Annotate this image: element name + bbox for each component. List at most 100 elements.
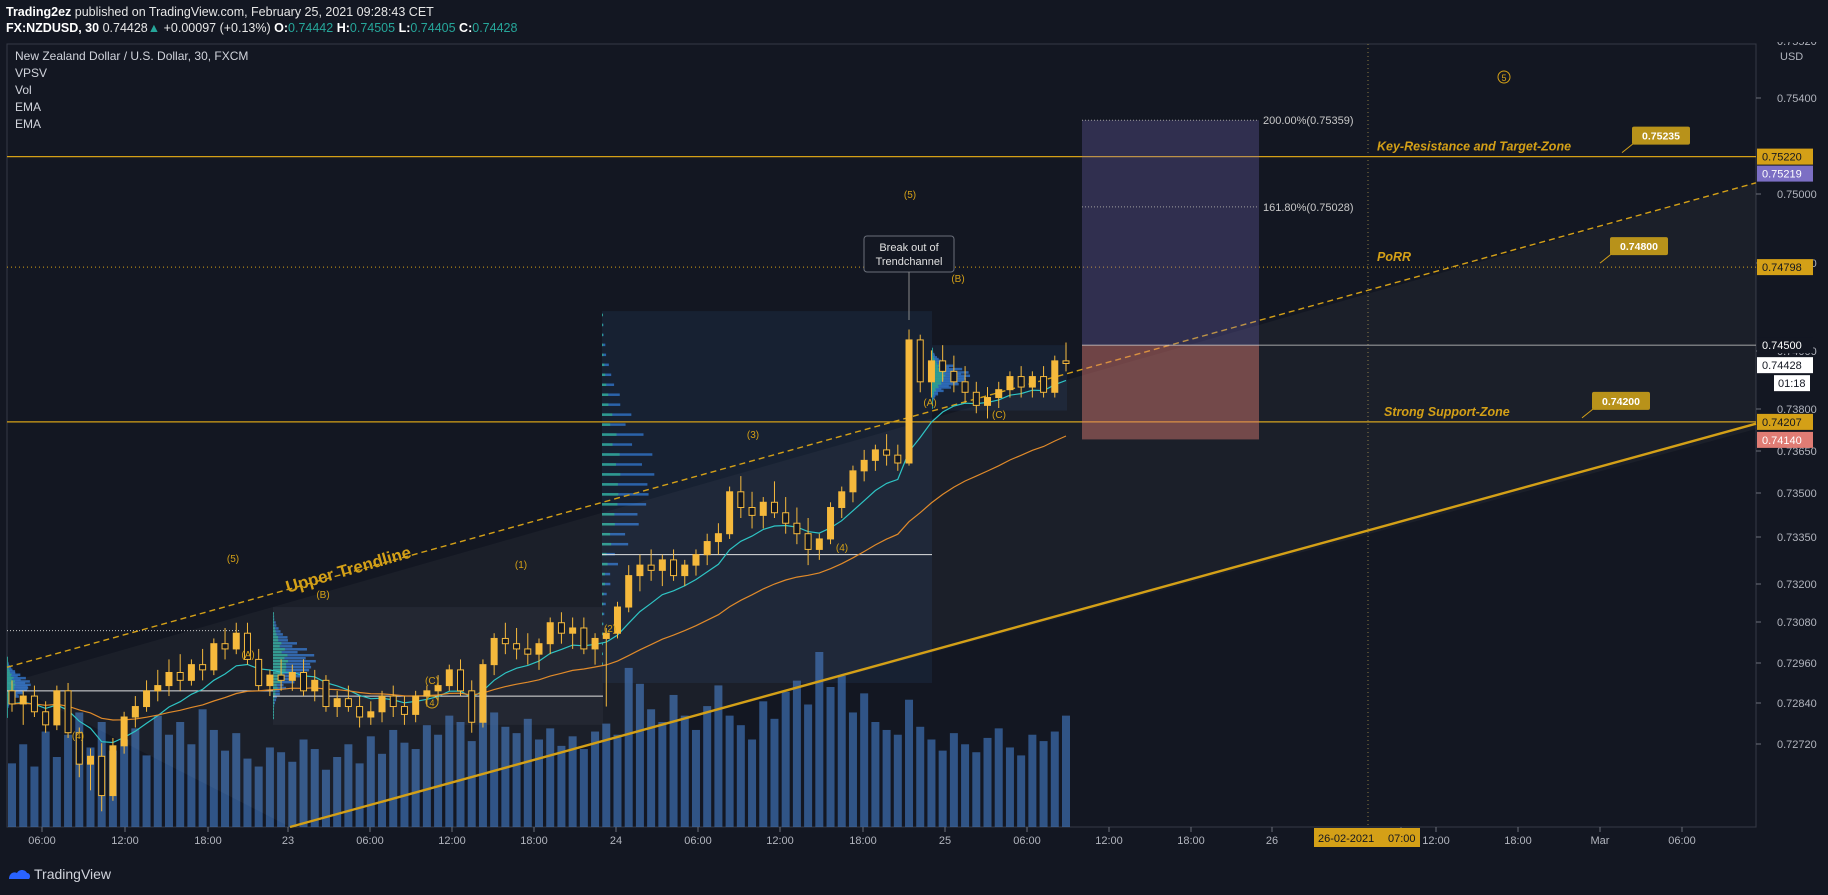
volume-profile-bar xyxy=(7,671,16,675)
volume-profile-bar xyxy=(7,661,8,665)
callout-box xyxy=(1632,126,1690,145)
tradingview-logo-icon[interactable] xyxy=(7,867,31,881)
volume-bar xyxy=(366,736,375,827)
volume-bar xyxy=(131,728,140,827)
volume-profile-bar xyxy=(932,394,934,398)
volume-profile-bar xyxy=(602,403,621,406)
volume-profile-bar xyxy=(602,572,611,576)
volume-profile-bar xyxy=(602,592,604,596)
volume-profile-bar xyxy=(602,313,603,317)
volume-profile-bar xyxy=(932,406,933,409)
tradingview-brand[interactable]: TradingView xyxy=(34,866,112,882)
volume-bar xyxy=(333,757,342,827)
volume-profile-bar xyxy=(602,353,604,357)
x-tick-label: 26 xyxy=(1266,835,1278,847)
price-chart[interactable]: 0.755200.754000.750000.746000.740000.738… xyxy=(0,42,1828,847)
volume-profile-bar xyxy=(602,582,611,586)
y-tick-label: 0.73650 xyxy=(1777,446,1817,458)
candle-body xyxy=(333,698,341,708)
indicator-legend: EMA xyxy=(15,117,41,131)
x-tick-label: 18:00 xyxy=(520,835,548,847)
volume-bar xyxy=(243,758,252,827)
volume-profile-bar xyxy=(602,433,617,436)
volume-profile-bar xyxy=(7,701,9,705)
volume-profile-bar xyxy=(7,681,26,685)
candle-body xyxy=(344,698,352,708)
volume-profile-bar xyxy=(602,612,605,616)
price-label: 0.75219 xyxy=(1762,169,1802,181)
volume-bar xyxy=(703,706,712,827)
candle-body xyxy=(602,632,610,639)
volume-profile-bar xyxy=(7,676,26,680)
volume-profile-bar xyxy=(273,633,277,636)
volume-bar xyxy=(30,766,39,827)
fib-label: 200.00%(0.75359) xyxy=(1263,115,1354,127)
candle-body xyxy=(647,564,655,571)
volume-profile-bar xyxy=(273,642,282,645)
volume-profile-bar xyxy=(273,698,277,702)
candle-body xyxy=(221,643,229,650)
callout-box xyxy=(1592,391,1650,410)
candle-body xyxy=(19,695,27,705)
candle-body xyxy=(42,711,50,726)
y-tick-label: 0.73200 xyxy=(1777,579,1817,591)
volume-profile-bar xyxy=(602,373,612,377)
volume-profile-bar xyxy=(273,686,278,690)
volume-profile-bar xyxy=(932,372,943,376)
candle-body xyxy=(557,622,565,634)
candle-body xyxy=(670,559,678,577)
volume-profile-bar xyxy=(602,542,612,546)
volume-profile-bar xyxy=(932,396,933,399)
wave-label: 5 xyxy=(1501,73,1506,83)
volume-profile-bar xyxy=(932,352,935,356)
wave-label: (B) xyxy=(951,274,964,285)
candle-body xyxy=(748,507,756,516)
volume-profile-bar xyxy=(273,680,295,684)
candle-body xyxy=(468,690,476,723)
volume-bar xyxy=(198,709,207,827)
volume-profile-bar xyxy=(273,710,274,714)
volume-profile-bar xyxy=(273,639,288,642)
volume-profile-bar xyxy=(602,493,649,496)
upper-trendline xyxy=(6,182,1757,668)
volume-profile-bar xyxy=(602,562,618,566)
candle-body xyxy=(457,669,465,692)
volume-profile-bar xyxy=(602,602,606,606)
volume-bar xyxy=(568,736,577,827)
volume-profile-bar xyxy=(273,701,274,705)
x-tick-label: 18:00 xyxy=(1504,835,1532,847)
volume-profile-bar xyxy=(7,668,9,671)
candle-body xyxy=(322,679,330,708)
candle-body xyxy=(243,632,251,660)
candle-body xyxy=(86,755,94,765)
volume-profile-bar xyxy=(273,692,276,696)
volume-profile-bar xyxy=(273,630,276,633)
price-label: 0.74798 xyxy=(1762,262,1802,274)
level-name: PoRR xyxy=(1377,250,1411,264)
volume-profile-bar xyxy=(602,622,603,626)
candle-body xyxy=(367,711,375,718)
volume-bar xyxy=(478,693,487,827)
x-tick-label: 06:00 xyxy=(28,835,56,847)
volume-bar xyxy=(837,675,846,827)
volume-profile-bar xyxy=(932,367,943,371)
candle-body xyxy=(434,685,442,692)
volume-bar xyxy=(523,718,532,827)
volume-profile-bar xyxy=(273,636,288,639)
low-label: L: xyxy=(398,21,411,35)
price-label: 01:18 xyxy=(1778,378,1806,390)
volume-profile-bar xyxy=(602,513,638,516)
author-name[interactable]: Trading2ez xyxy=(6,5,72,19)
volume-bar xyxy=(378,753,387,827)
volume-profile-bar xyxy=(932,354,934,357)
volume-profile-bar xyxy=(932,367,963,371)
candle-body xyxy=(255,658,263,687)
publish-info: published on TradingView.com, February 2… xyxy=(74,5,434,19)
volume-bar xyxy=(680,715,689,827)
stop-zone xyxy=(1082,345,1259,440)
volume-profile-bar xyxy=(932,347,933,351)
volume-profile-bar xyxy=(273,707,274,711)
volume-profile-bar xyxy=(932,357,935,361)
candle-body xyxy=(916,339,924,383)
wave-label: (5) xyxy=(227,554,239,565)
